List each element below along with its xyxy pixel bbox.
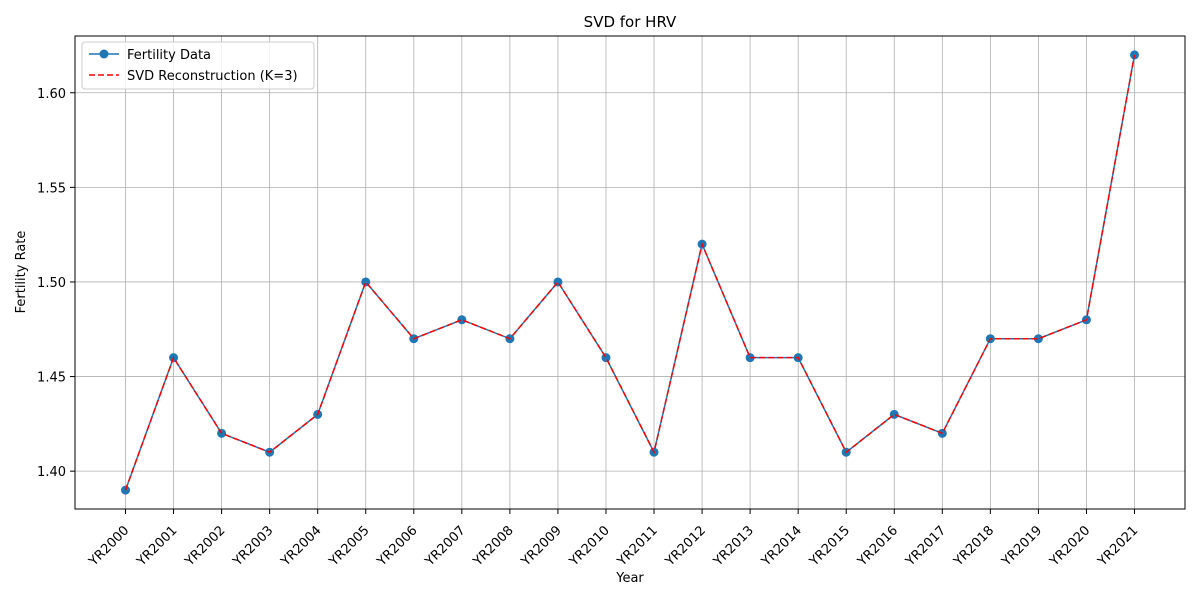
x-tick-label: YR2020 <box>1047 523 1094 570</box>
y-axis: 1.40 1.45 1.50 1.55 1.60 <box>37 87 75 480</box>
x-axis-label: Year <box>615 571 644 586</box>
legend-label-fertility-data: Fertility Data <box>127 48 211 63</box>
y-tick-label: 1.55 <box>37 181 66 196</box>
x-tick-label: YR2004 <box>278 523 325 570</box>
y-axis-label: Fertility Rate <box>14 231 29 314</box>
legend: Fertility Data SVD Reconstruction (K=3) <box>81 41 315 90</box>
y-tick-label: 1.50 <box>37 276 66 291</box>
x-tick-label: YR2013 <box>710 523 757 570</box>
series-line-fertility-data <box>124 54 1136 491</box>
grid-layer <box>75 36 1185 509</box>
x-tick-label: YR2008 <box>470 523 517 570</box>
data-point-fertility-data <box>745 353 755 363</box>
data-point-fertility-data <box>457 315 467 325</box>
legend-label-svd-reconstruction: SVD Reconstruction (K=3) <box>127 69 298 84</box>
series-layer <box>121 50 1139 495</box>
x-tick-label: YR2007 <box>422 523 469 570</box>
x-tick-label: YR2001 <box>134 523 181 570</box>
x-tick-label: YR2009 <box>518 523 565 570</box>
x-axis: YR2000 YR2001 YR2002 YR2003 YR2004 YR2005 YR20… <box>86 509 1142 570</box>
plot-frame <box>74 35 1186 510</box>
x-tick-label: YR2016 <box>854 523 901 570</box>
data-point-fertility-data <box>601 353 611 363</box>
x-tick-label: YR2003 <box>230 523 277 570</box>
x-tick-label: YR2014 <box>758 523 805 570</box>
x-tick-label: YR2011 <box>614 523 661 570</box>
x-tick-label: YR2000 <box>86 523 133 570</box>
x-tick-label: YR2015 <box>806 523 853 570</box>
legend-box <box>81 41 315 90</box>
x-tick-label: YR2005 <box>326 523 373 570</box>
x-tick-label: YR2010 <box>566 523 613 570</box>
data-point-fertility-data <box>1033 334 1043 344</box>
x-tick-label: YR2018 <box>950 523 997 570</box>
series-line-svd-reconstruction <box>124 54 1136 491</box>
legend-marker-fertility-data <box>99 49 109 59</box>
x-tick-label: YR2017 <box>902 523 949 570</box>
x-tick-label: YR2019 <box>999 523 1046 570</box>
y-tick-label: 1.45 <box>37 371 66 386</box>
x-tick-label: YR2002 <box>182 523 229 570</box>
chart-title: SVD for HRV <box>584 13 677 31</box>
x-tick-label: YR2012 <box>662 523 709 570</box>
y-tick-label: 1.40 <box>37 465 66 480</box>
x-tick-label: YR2021 <box>1095 523 1142 570</box>
x-tick-label: YR2006 <box>374 523 421 570</box>
y-tick-label: 1.60 <box>37 87 66 102</box>
